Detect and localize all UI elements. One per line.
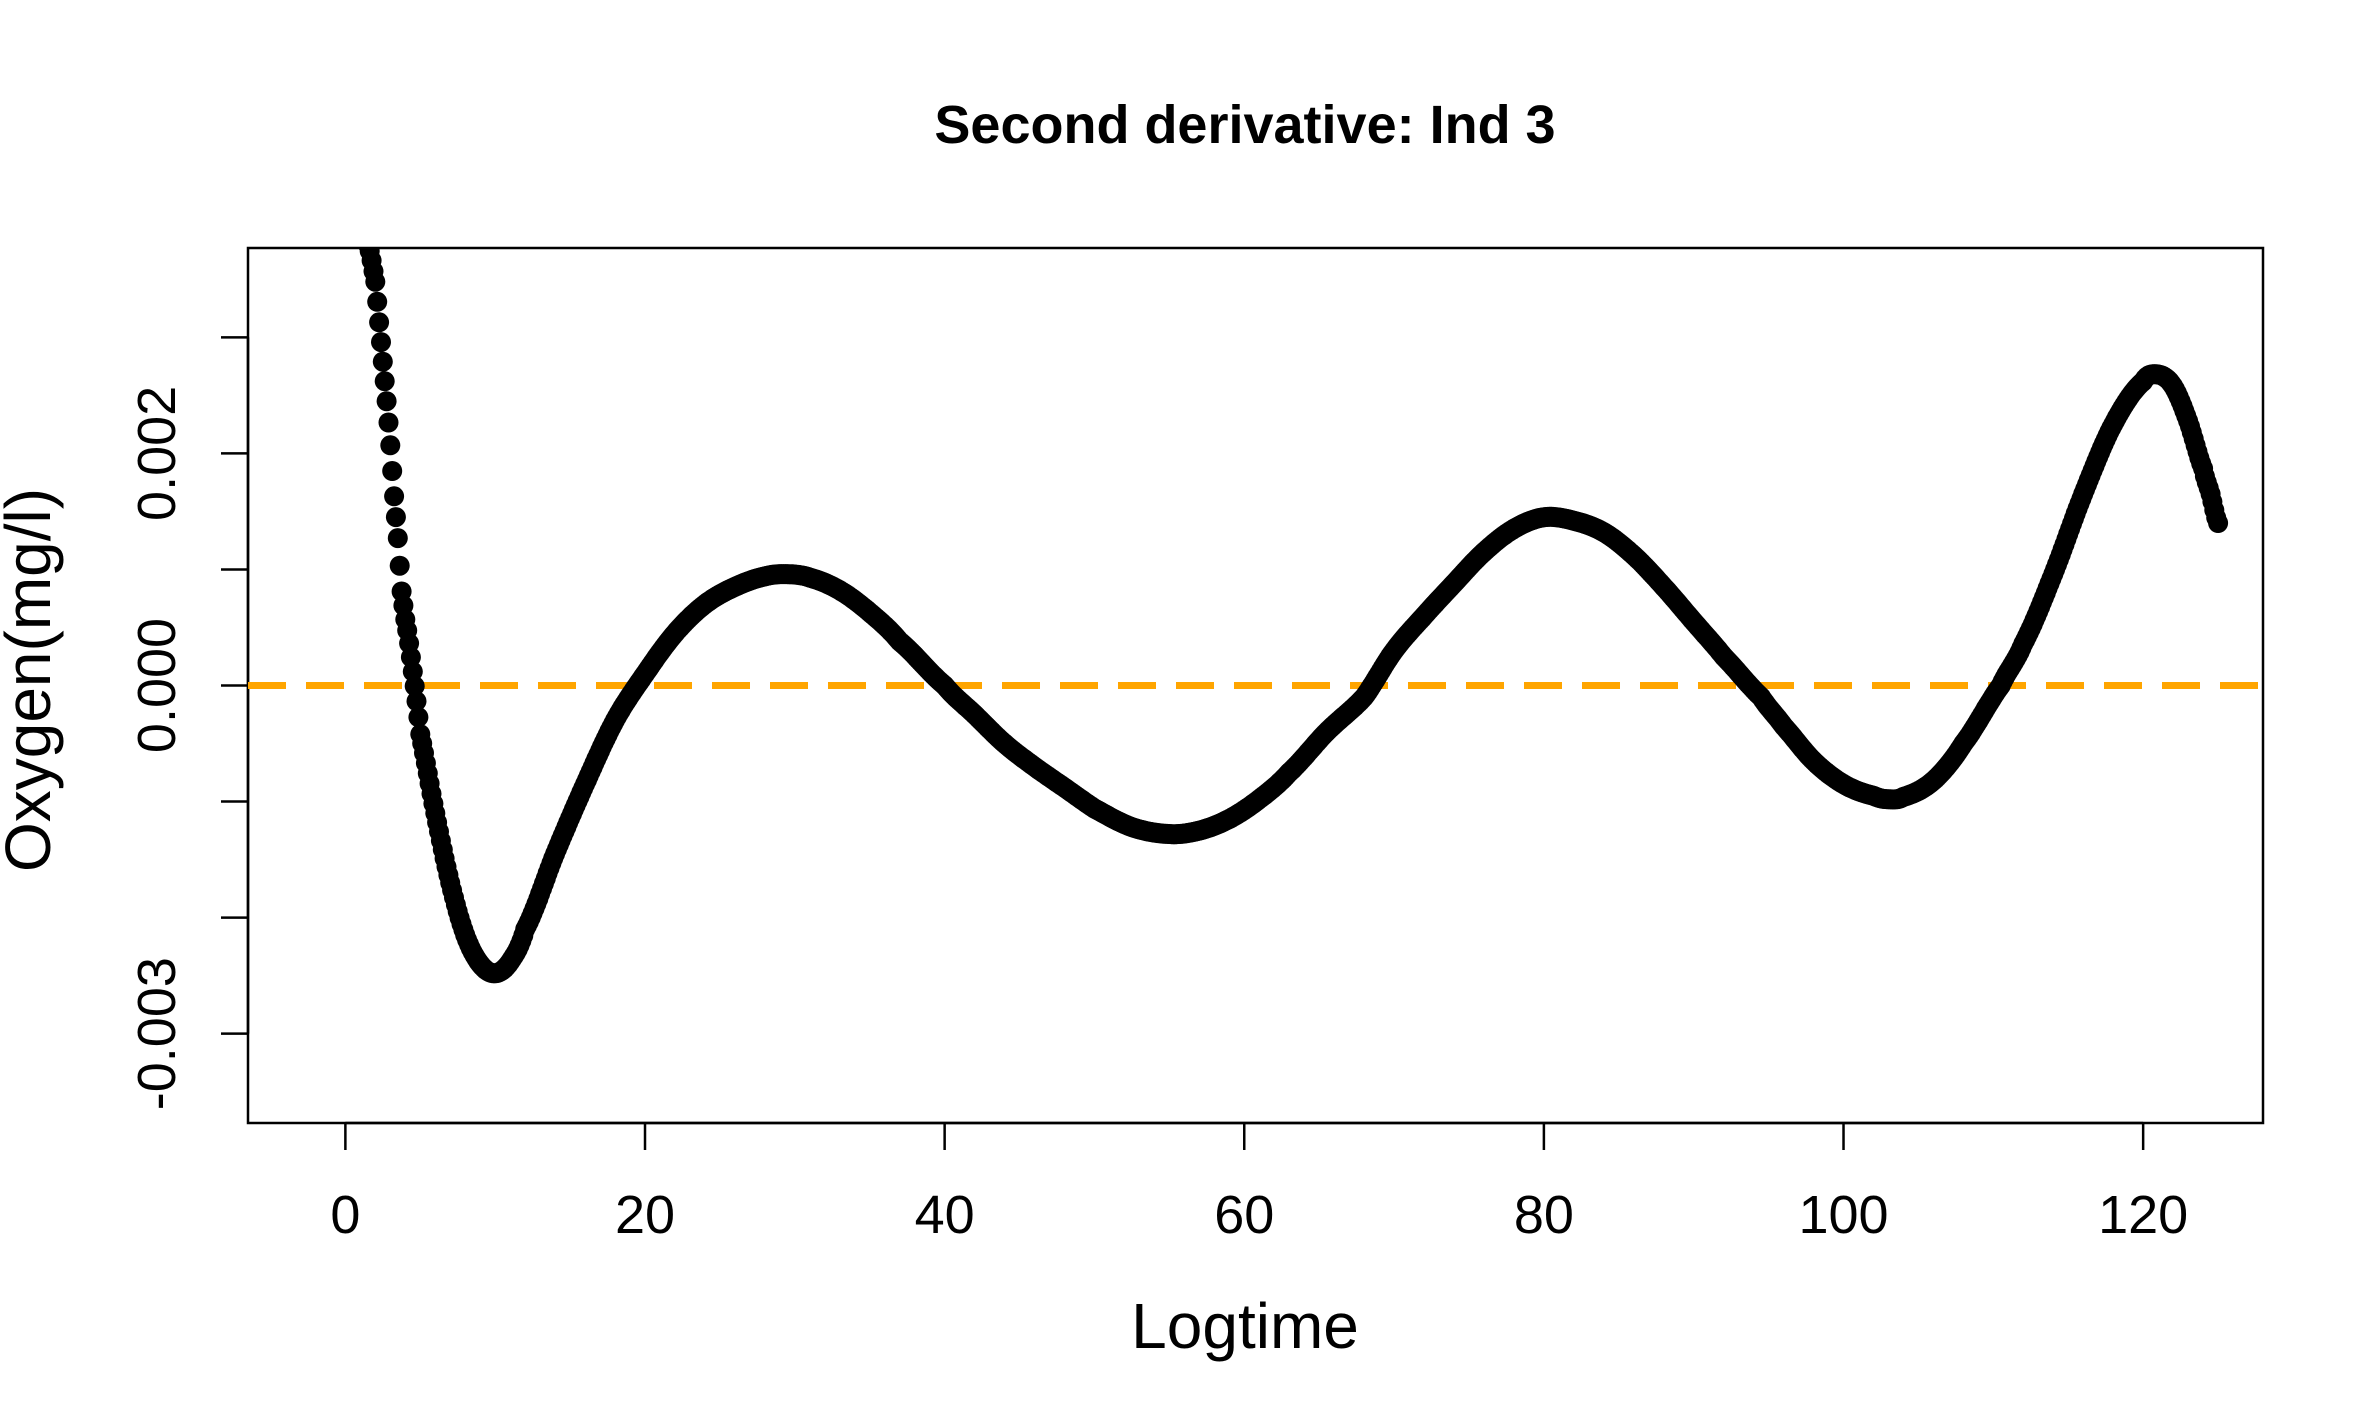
data-point bbox=[367, 291, 388, 312]
data-point bbox=[376, 391, 397, 412]
data-point bbox=[385, 507, 406, 528]
data-point bbox=[371, 332, 391, 353]
y-axis-label: Oxygen(mg/l) bbox=[0, 488, 64, 872]
data-points bbox=[358, 248, 2229, 984]
x-tick-label: 60 bbox=[1214, 1185, 1274, 1245]
data-point bbox=[380, 435, 401, 456]
data-point bbox=[408, 707, 429, 728]
y-tick-label: 0.000 bbox=[127, 618, 187, 753]
data-point bbox=[382, 461, 403, 481]
data-point bbox=[369, 312, 390, 333]
data-point bbox=[406, 691, 427, 712]
data-point bbox=[378, 412, 399, 433]
chart-title: Second derivative: Ind 3 bbox=[934, 95, 1555, 155]
data-point bbox=[374, 371, 395, 392]
x-tick-label: 120 bbox=[2098, 1185, 2188, 1245]
data-point bbox=[2208, 513, 2229, 533]
x-tick-label: 0 bbox=[330, 1185, 360, 1245]
data-point bbox=[372, 351, 393, 372]
x-tick-label: 40 bbox=[915, 1185, 975, 1245]
x-axis-label: Logtime bbox=[1131, 1290, 1359, 1362]
data-point bbox=[387, 528, 408, 549]
data-point bbox=[404, 676, 425, 697]
data-point bbox=[365, 271, 386, 292]
x-tick-label: 20 bbox=[615, 1185, 675, 1245]
data-point bbox=[384, 486, 405, 507]
plot-area: 0 20 40 60 80 100 120 -0.003 0.000 0.002 bbox=[127, 246, 2265, 1245]
x-tick-label: 100 bbox=[1798, 1185, 1888, 1245]
y-tick-label: -0.003 bbox=[127, 957, 187, 1110]
y-tick-label: 0.002 bbox=[127, 386, 187, 521]
data-point bbox=[389, 555, 410, 576]
x-tick-label: 80 bbox=[1514, 1185, 1574, 1245]
